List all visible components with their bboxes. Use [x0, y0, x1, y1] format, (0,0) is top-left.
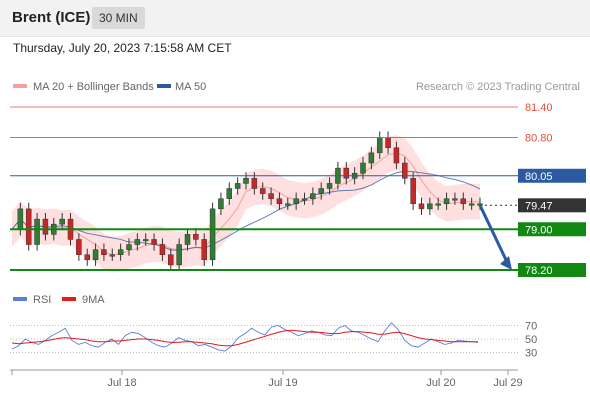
level-label-81-40: 81.40 — [525, 102, 553, 114]
candle-body — [393, 147, 400, 164]
rsi-tick-50: 50 — [525, 334, 537, 346]
candle-body — [34, 218, 40, 245]
candle-body — [452, 198, 458, 201]
x-axis-ticks: Jul 18 Jul 19 Jul 20 Jul 29 — [11, 370, 523, 389]
ma20-legend-swatch — [13, 84, 27, 88]
projection-arrow-head — [500, 256, 512, 270]
level-label-79-00: 79.00 — [525, 224, 553, 236]
candle-body — [326, 183, 333, 189]
level-label-78-20: 78.20 — [525, 265, 553, 277]
rsi-tick-30: 30 — [525, 348, 537, 360]
candle-body — [285, 203, 291, 206]
candle-body — [376, 137, 383, 154]
candle-body — [460, 198, 467, 205]
x-tick-label: Jul 18 — [107, 377, 136, 389]
level-label-80-80: 80.80 — [525, 133, 553, 145]
candle-body — [301, 198, 308, 201]
candle-body — [84, 254, 90, 261]
ma20-legend-label: MA 20 + Bollinger Bands — [33, 81, 154, 93]
candle-body — [410, 178, 416, 205]
candle-body — [218, 198, 224, 210]
copyright-note: Research © 2023 Trading Central — [416, 81, 580, 93]
candle-body — [243, 178, 249, 184]
chart-header: Brent (ICE) 30 MIN — [0, 0, 590, 37]
level-label-80-05: 80.05 — [525, 171, 553, 183]
rsi-series-9ma — [11, 329, 478, 347]
candle-body — [435, 203, 441, 206]
candle-body — [134, 239, 141, 245]
candle-body — [368, 152, 375, 164]
candle-body — [109, 254, 116, 257]
x-tick-label: Jul 29 — [493, 377, 522, 389]
candle-body — [92, 249, 99, 261]
candle-body — [418, 203, 425, 210]
rsi-ma-legend-label: 9MA — [82, 294, 105, 306]
candle-body — [201, 239, 207, 261]
candle-body — [209, 208, 216, 261]
candle-body — [427, 203, 433, 210]
ma50-line — [11, 170, 481, 251]
candle-body — [310, 193, 316, 199]
rsi-legend-label: RSI — [33, 294, 51, 306]
candle-body — [25, 208, 32, 245]
rsi-ma-legend-swatch — [62, 297, 76, 301]
candle-body — [251, 178, 258, 189]
candle-body — [184, 234, 191, 245]
interval-selector[interactable]: 30 MIN — [92, 7, 145, 29]
candle-body — [268, 193, 274, 199]
rsi-tick-70: 70 — [525, 321, 537, 333]
candle-body — [142, 239, 149, 242]
candle-body — [276, 198, 283, 205]
chart-timestamp: Thursday, July 20, 2023 7:15:58 AM CET — [13, 41, 232, 55]
rsi-series-rsi — [11, 322, 479, 352]
candle-body — [385, 137, 391, 148]
candle-body — [42, 218, 49, 235]
ma20-line — [11, 152, 480, 256]
candle-body — [176, 244, 182, 266]
candle-body — [293, 198, 299, 205]
candle-body — [343, 167, 350, 179]
candle-body — [443, 198, 450, 205]
projection-arrow-shaft — [478, 204, 510, 265]
candle-body — [234, 183, 241, 189]
candle-body — [168, 254, 174, 266]
rsi-legend-swatch — [13, 297, 27, 301]
level-label-79-47: 79.47 — [525, 200, 553, 212]
instrument-title: Brent (ICE) — [12, 9, 91, 26]
candle-body — [318, 188, 324, 194]
candle-body — [126, 244, 132, 250]
price-layer — [11, 131, 483, 273]
candle-body — [151, 239, 157, 245]
levels-layer: 81.40 80.80 80.05 79.47 79.00 78.20 — [10, 102, 586, 277]
candle-body — [226, 188, 233, 199]
candle-body — [117, 249, 124, 255]
ma50-legend-swatch — [157, 84, 171, 88]
x-tick-label: Jul 19 — [268, 377, 297, 389]
candle-body — [159, 244, 166, 255]
candle-body — [259, 188, 266, 194]
candle-body — [101, 249, 107, 255]
level-tag-78-20 — [518, 263, 586, 277]
ma50-legend-label: MA 50 — [175, 81, 206, 93]
candle-body — [402, 162, 408, 179]
level-tag-79-47 — [518, 198, 586, 213]
candle-body — [59, 218, 65, 225]
level-tag-79-00 — [518, 222, 586, 237]
candle-body — [468, 203, 475, 206]
level-tag-80-05 — [518, 168, 586, 183]
x-tick-label: Jul 20 — [426, 377, 455, 389]
candle-body — [17, 208, 24, 230]
candle-body — [76, 239, 82, 255]
bollinger-band — [12, 135, 480, 273]
candle-body — [193, 234, 199, 240]
candle-body — [360, 162, 366, 174]
